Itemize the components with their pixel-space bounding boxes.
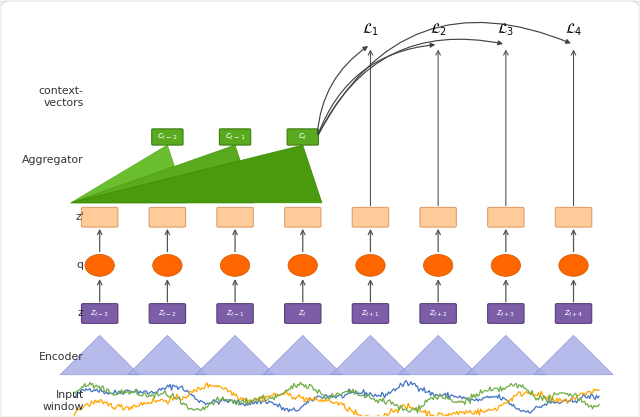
Text: $\mathcal{L}_1$: $\mathcal{L}_1$ bbox=[362, 22, 379, 38]
Ellipse shape bbox=[288, 254, 317, 276]
Text: q: q bbox=[77, 260, 84, 270]
Polygon shape bbox=[534, 335, 613, 375]
Text: $c_t$: $c_t$ bbox=[298, 132, 308, 142]
Text: $\mathcal{L}_3$: $\mathcal{L}_3$ bbox=[497, 22, 515, 38]
Polygon shape bbox=[467, 335, 545, 375]
Polygon shape bbox=[128, 335, 207, 375]
Polygon shape bbox=[71, 145, 322, 203]
Text: $c_{t-1}$: $c_{t-1}$ bbox=[225, 132, 245, 142]
FancyBboxPatch shape bbox=[81, 304, 118, 323]
Text: z': z' bbox=[75, 212, 84, 222]
FancyBboxPatch shape bbox=[149, 304, 186, 323]
FancyBboxPatch shape bbox=[220, 129, 251, 145]
Text: $z_{t-3}$: $z_{t-3}$ bbox=[90, 308, 109, 319]
Polygon shape bbox=[60, 335, 140, 375]
FancyBboxPatch shape bbox=[152, 129, 183, 145]
Text: $z_{t+3}$: $z_{t+3}$ bbox=[496, 308, 515, 319]
FancyBboxPatch shape bbox=[285, 304, 321, 323]
Ellipse shape bbox=[491, 254, 520, 276]
Text: $c_{t-2}$: $c_{t-2}$ bbox=[157, 132, 178, 142]
Text: Input
window: Input window bbox=[42, 390, 84, 412]
Text: z: z bbox=[78, 309, 84, 319]
Ellipse shape bbox=[356, 254, 385, 276]
Polygon shape bbox=[263, 335, 342, 375]
FancyBboxPatch shape bbox=[287, 129, 319, 145]
Text: $z_{t+2}$: $z_{t+2}$ bbox=[429, 308, 448, 319]
Ellipse shape bbox=[559, 254, 588, 276]
Polygon shape bbox=[399, 335, 477, 375]
Text: Encoder: Encoder bbox=[39, 352, 84, 362]
Text: $z_{t-2}$: $z_{t-2}$ bbox=[158, 308, 177, 319]
Polygon shape bbox=[71, 145, 254, 203]
Text: $\mathcal{L}_4$: $\mathcal{L}_4$ bbox=[565, 22, 582, 38]
Text: $z_{t+1}$: $z_{t+1}$ bbox=[361, 308, 380, 319]
FancyBboxPatch shape bbox=[149, 207, 186, 227]
FancyBboxPatch shape bbox=[488, 304, 524, 323]
FancyBboxPatch shape bbox=[352, 304, 388, 323]
FancyBboxPatch shape bbox=[352, 207, 388, 227]
Polygon shape bbox=[71, 145, 186, 203]
FancyBboxPatch shape bbox=[488, 207, 524, 227]
Text: $z_{t+4}$: $z_{t+4}$ bbox=[564, 308, 583, 319]
FancyBboxPatch shape bbox=[420, 207, 456, 227]
FancyBboxPatch shape bbox=[217, 207, 253, 227]
Ellipse shape bbox=[220, 254, 250, 276]
Text: Aggregator: Aggregator bbox=[22, 156, 84, 166]
Text: $\mathcal{L}_2$: $\mathcal{L}_2$ bbox=[429, 22, 447, 38]
Ellipse shape bbox=[424, 254, 453, 276]
FancyBboxPatch shape bbox=[81, 207, 118, 227]
FancyBboxPatch shape bbox=[217, 304, 253, 323]
Ellipse shape bbox=[153, 254, 182, 276]
Polygon shape bbox=[331, 335, 410, 375]
FancyBboxPatch shape bbox=[556, 207, 592, 227]
FancyBboxPatch shape bbox=[285, 207, 321, 227]
Text: context-
vectors: context- vectors bbox=[39, 86, 84, 108]
FancyBboxPatch shape bbox=[556, 304, 592, 323]
Ellipse shape bbox=[85, 254, 115, 276]
Text: $z_{t-1}$: $z_{t-1}$ bbox=[225, 308, 244, 319]
FancyBboxPatch shape bbox=[420, 304, 456, 323]
Text: $z_t$: $z_t$ bbox=[298, 308, 307, 319]
Polygon shape bbox=[195, 335, 275, 375]
